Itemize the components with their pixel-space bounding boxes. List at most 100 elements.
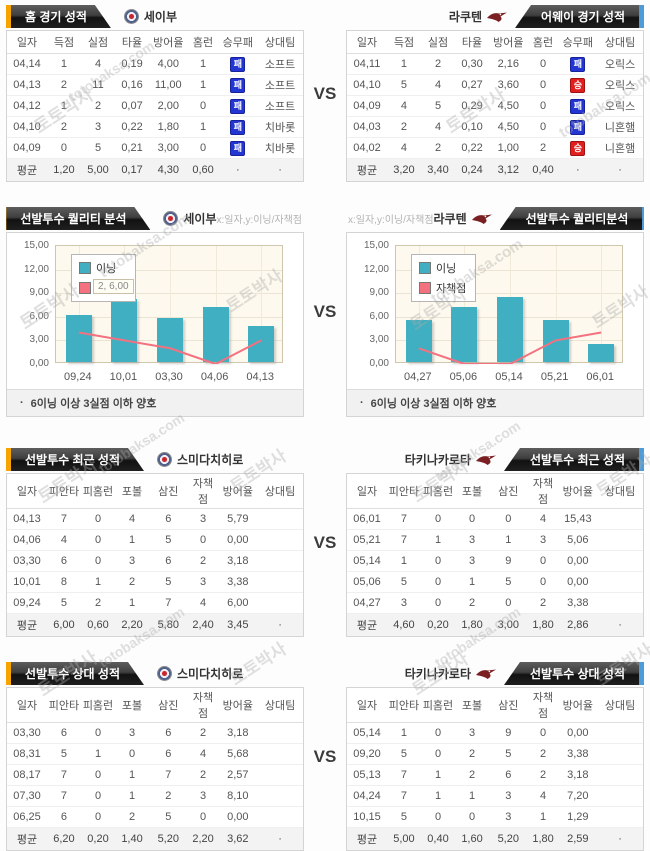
table-cell: 0 [188, 138, 219, 159]
table-cell: 2 [149, 786, 187, 807]
column-header: 피홈런 [421, 474, 455, 509]
column-header: 상대팀 [597, 31, 643, 54]
table-cell: 0 [489, 509, 527, 530]
table-cell: 3 [455, 723, 489, 744]
table-cell: 2 [47, 75, 81, 96]
table-cell: 4 [387, 96, 421, 117]
table-cell: 4 [421, 117, 455, 138]
table-cell: 3 [188, 509, 219, 530]
table-cell: 2 [421, 138, 455, 159]
innings-swatch [419, 262, 431, 274]
table-cell: 0 [421, 509, 455, 530]
table-cell: 1,29 [559, 807, 597, 828]
table-cell: 03,30 [7, 723, 47, 744]
table-cell: 5,00 [387, 828, 421, 851]
y-axis-tick: 6,00 [7, 311, 49, 322]
table-cell: 1,40 [115, 828, 149, 851]
column-header: 일자 [347, 688, 387, 723]
table-cell [597, 744, 643, 765]
table-cell: 04,10 [7, 117, 47, 138]
seibu-logo-icon [163, 211, 178, 226]
banner-label: 선발투수 퀄리티분석 [526, 210, 629, 227]
table-cell: 1 [387, 723, 421, 744]
column-header: 자책점 [528, 474, 559, 509]
blue-accent-bar [639, 662, 644, 685]
table-cell: 6 [149, 551, 187, 572]
table-cell: 4,00 [149, 54, 187, 75]
table-cell: 0 [528, 117, 559, 138]
column-header: 타율 [455, 31, 489, 54]
table-cell: 평균 [347, 614, 387, 637]
table-cell: 0 [528, 723, 559, 744]
table-cell: 1 [455, 786, 489, 807]
innings-bar [543, 320, 569, 362]
table-cell: 치바롯 [257, 117, 303, 138]
table-cell: 5,00 [81, 159, 115, 182]
pitcher-name: 스미다치히로 [177, 665, 243, 682]
y-axis-tick: 15,00 [347, 240, 389, 251]
table-cell: 1 [489, 530, 527, 551]
table-cell [597, 593, 643, 614]
table-cell: 0,07 [115, 96, 149, 117]
table-cell: 2 [528, 593, 559, 614]
table-cell: 5 [387, 75, 421, 96]
y-axis-tick: 12,00 [7, 264, 49, 275]
orange-accent-bar [6, 5, 11, 28]
panel-header: 선발투수 상대 성적 스미다치히로 [6, 662, 304, 685]
team-name: 세이부 [183, 210, 216, 227]
table-cell: 1 [47, 96, 81, 117]
table-cell: 2 [455, 593, 489, 614]
table-cell: 08,17 [7, 765, 47, 786]
orange-accent-bar [6, 662, 11, 685]
x-axis-tick: 04,27 [393, 371, 443, 383]
table-cell: 7 [47, 509, 81, 530]
table-cell: 0 [421, 551, 455, 572]
table-cell: 0 [528, 551, 559, 572]
legend-item: 이닝 [419, 260, 466, 276]
innings-bar [588, 344, 614, 362]
table-cell: 3 [115, 723, 149, 744]
innings-bar [451, 307, 477, 362]
table-cell: 0 [81, 807, 115, 828]
table-cell: 2 [528, 765, 559, 786]
column-header: 상대팀 [597, 688, 643, 723]
table-cell: 0 [81, 786, 115, 807]
table-cell: 6,00 [219, 593, 257, 614]
column-header: 피안타 [47, 474, 81, 509]
table-cell: 04,09 [347, 96, 387, 117]
table-cell: 1 [387, 551, 421, 572]
column-header: 홈런 [188, 31, 219, 54]
table-cell: 패 [219, 96, 257, 117]
legend-label: 자책점 [436, 280, 466, 296]
innings-bar [248, 326, 274, 362]
table-cell: 1 [115, 530, 149, 551]
table-cell: 5 [387, 807, 421, 828]
column-header: 일자 [7, 474, 47, 509]
table-cell: 3 [528, 530, 559, 551]
y-axis-tick: 9,00 [7, 287, 49, 298]
table-cell: 3,00 [149, 138, 187, 159]
panel-header: x:일자,y:이닝/자책점 라쿠텐 선발투수 퀄리티분석 [346, 207, 644, 230]
table-cell: 2,00 [149, 96, 187, 117]
column-header: 승무패 [559, 31, 597, 54]
table-cell: 3,60 [489, 75, 527, 96]
table-cell: 04,09 [7, 138, 47, 159]
table-cell: 3 [455, 551, 489, 572]
banner-label: 선발투수 최근 성적 [530, 451, 625, 468]
